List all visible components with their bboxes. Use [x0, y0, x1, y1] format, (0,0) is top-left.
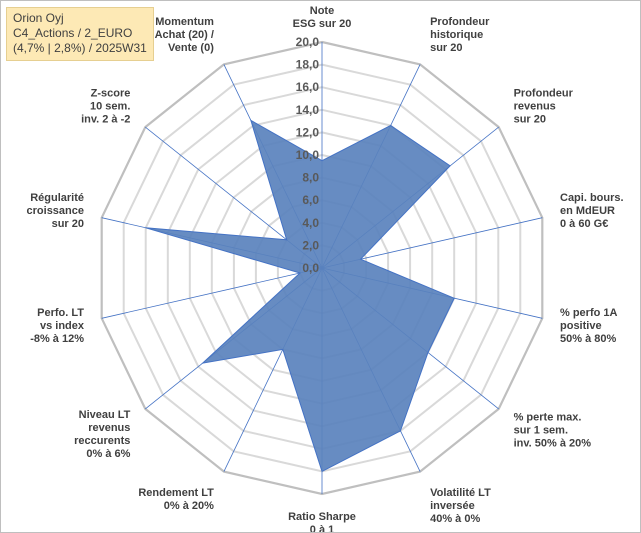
- axis-label-6-line-2: 40% à 0%: [430, 513, 480, 525]
- tick-label-7: 14,0: [296, 103, 320, 117]
- axis-label-4-line-1: positive: [560, 320, 602, 332]
- axis-label-13: Momentum Achat (20) / Vente (0): [155, 16, 215, 54]
- axis-label-0-line-0: Note: [310, 5, 334, 17]
- tick-label-2: 4,0: [302, 216, 319, 230]
- axis-label-2: Profondeur revenus sur 20: [514, 88, 574, 126]
- axis-label-layer: Note ESG sur 20 Profondeur historique sur 20…: [27, 5, 624, 532]
- axis-label-13-line-1: Achat (20) /: [155, 29, 214, 41]
- axis-label-2-line-1: revenus: [514, 101, 556, 113]
- axis-label-9-line-3: 0% à 6%: [86, 448, 130, 460]
- axis-label-5-line-1: sur 1 sem.: [514, 424, 568, 436]
- axis-label-9: Niveau LT revenus reccurents 0% à 6%: [74, 409, 131, 460]
- axis-label-5: % perte max. sur 1 sem. inv. 50% à 20%: [514, 411, 592, 449]
- spoke-10: [101, 267, 323, 319]
- axis-label-2-line-2: sur 20: [514, 114, 546, 126]
- tick-label-3: 6,0: [302, 193, 319, 207]
- axis-label-0: Note ESG sur 20: [293, 5, 352, 30]
- axis-label-7: Ratio Sharpe 0 à 1: [288, 511, 356, 532]
- axis-label-5-line-0: % perte max.: [514, 411, 582, 423]
- axis-label-12-line-0: Z-score: [91, 88, 131, 100]
- axis-label-3: Capi. bours. en MdEUR 0 à 60 G€: [560, 192, 624, 230]
- tick-label-layer: 0,0 2,0 4,0 6,0 8,0 10,0 12,0 14,0 16,0 18,0 20,0: [296, 35, 320, 275]
- axis-label-9-line-0: Niveau LT: [79, 409, 131, 421]
- axis-label-11-line-0: Régularité: [30, 192, 84, 204]
- axis-label-2-line-0: Profondeur: [514, 88, 574, 100]
- axis-label-11: Régularité croissance sur 20: [27, 192, 84, 230]
- info-box: Orion Oyj C4_Actions / 2_EURO (4,7% | 2,…: [6, 7, 154, 61]
- tick-label-9: 18,0: [296, 58, 320, 72]
- axis-label-4-line-0: % perfo 1A: [560, 307, 618, 319]
- axis-label-10-line-2: -8% à 12%: [30, 333, 84, 345]
- axis-label-4-line-2: 50% à 80%: [560, 333, 616, 345]
- axis-label-13-line-0: Momentum: [155, 16, 214, 28]
- portfolio-category: C4_Actions / 2_EURO: [13, 26, 133, 40]
- tick-label-0: 0,0: [302, 261, 319, 275]
- axis-label-11-line-1: croissance: [27, 205, 84, 217]
- axis-label-12-line-2: inv. 2 à -2: [81, 114, 130, 126]
- axis-label-8-line-1: 0% à 20%: [164, 500, 214, 512]
- axis-label-10: Perfo. LT vs index -8% à 12%: [30, 307, 85, 345]
- axis-label-1-line-2: sur 20: [430, 42, 462, 54]
- axis-label-6-line-1: inversée: [430, 500, 475, 512]
- axis-label-8-line-0: Rendement LT: [138, 487, 214, 499]
- axis-label-10-line-1: vs index: [40, 320, 85, 332]
- axis-label-7-line-0: Ratio Sharpe: [288, 511, 356, 523]
- tick-label-10: 20,0: [296, 35, 320, 49]
- axis-label-9-line-1: revenus: [88, 422, 130, 434]
- axis-label-3-line-2: 0 à 60 G€: [560, 218, 608, 230]
- axis-label-13-line-2: Vente (0): [168, 42, 214, 54]
- axis-label-3-line-0: Capi. bours.: [560, 192, 624, 204]
- axis-label-6-line-0: Volatilité LT: [430, 487, 491, 499]
- axis-label-12-line-1: 10 sem.: [90, 101, 130, 113]
- series-layer: [145, 119, 455, 473]
- axis-label-4: % perfo 1A positive 50% à 80%: [560, 307, 618, 345]
- tick-label-4: 8,0: [302, 171, 319, 185]
- axis-label-1-line-1: historique: [430, 29, 483, 41]
- axis-label-1-line-0: Profondeur: [430, 16, 490, 28]
- tick-label-1: 2,0: [302, 238, 319, 252]
- axis-label-7-line-1: 0 à 1: [310, 524, 334, 532]
- axis-label-10-line-0: Perfo. LT: [37, 307, 84, 319]
- performance-week: (4,7% | 2,8%) / 2025W31: [13, 41, 147, 55]
- axis-label-9-line-2: reccurents: [74, 435, 130, 447]
- axis-label-8: Rendement LT 0% à 20%: [138, 487, 214, 512]
- axis-label-1: Profondeur historique sur 20: [430, 16, 490, 54]
- axis-label-11-line-2: sur 20: [52, 218, 84, 230]
- tick-label-8: 16,0: [296, 80, 320, 94]
- axis-label-6: Volatilité LT inversée 40% à 0%: [430, 487, 491, 525]
- tick-label-5: 10,0: [296, 148, 320, 162]
- tick-label-6: 12,0: [296, 125, 320, 139]
- axis-label-3-line-1: en MdEUR: [560, 205, 615, 217]
- company-name: Orion Oyj: [13, 11, 64, 25]
- axis-label-0-line-1: ESG sur 20: [293, 18, 352, 30]
- axis-label-5-line-2: inv. 50% à 20%: [514, 437, 592, 449]
- axis-label-12: Z-score 10 sem. inv. 2 à -2: [81, 88, 130, 126]
